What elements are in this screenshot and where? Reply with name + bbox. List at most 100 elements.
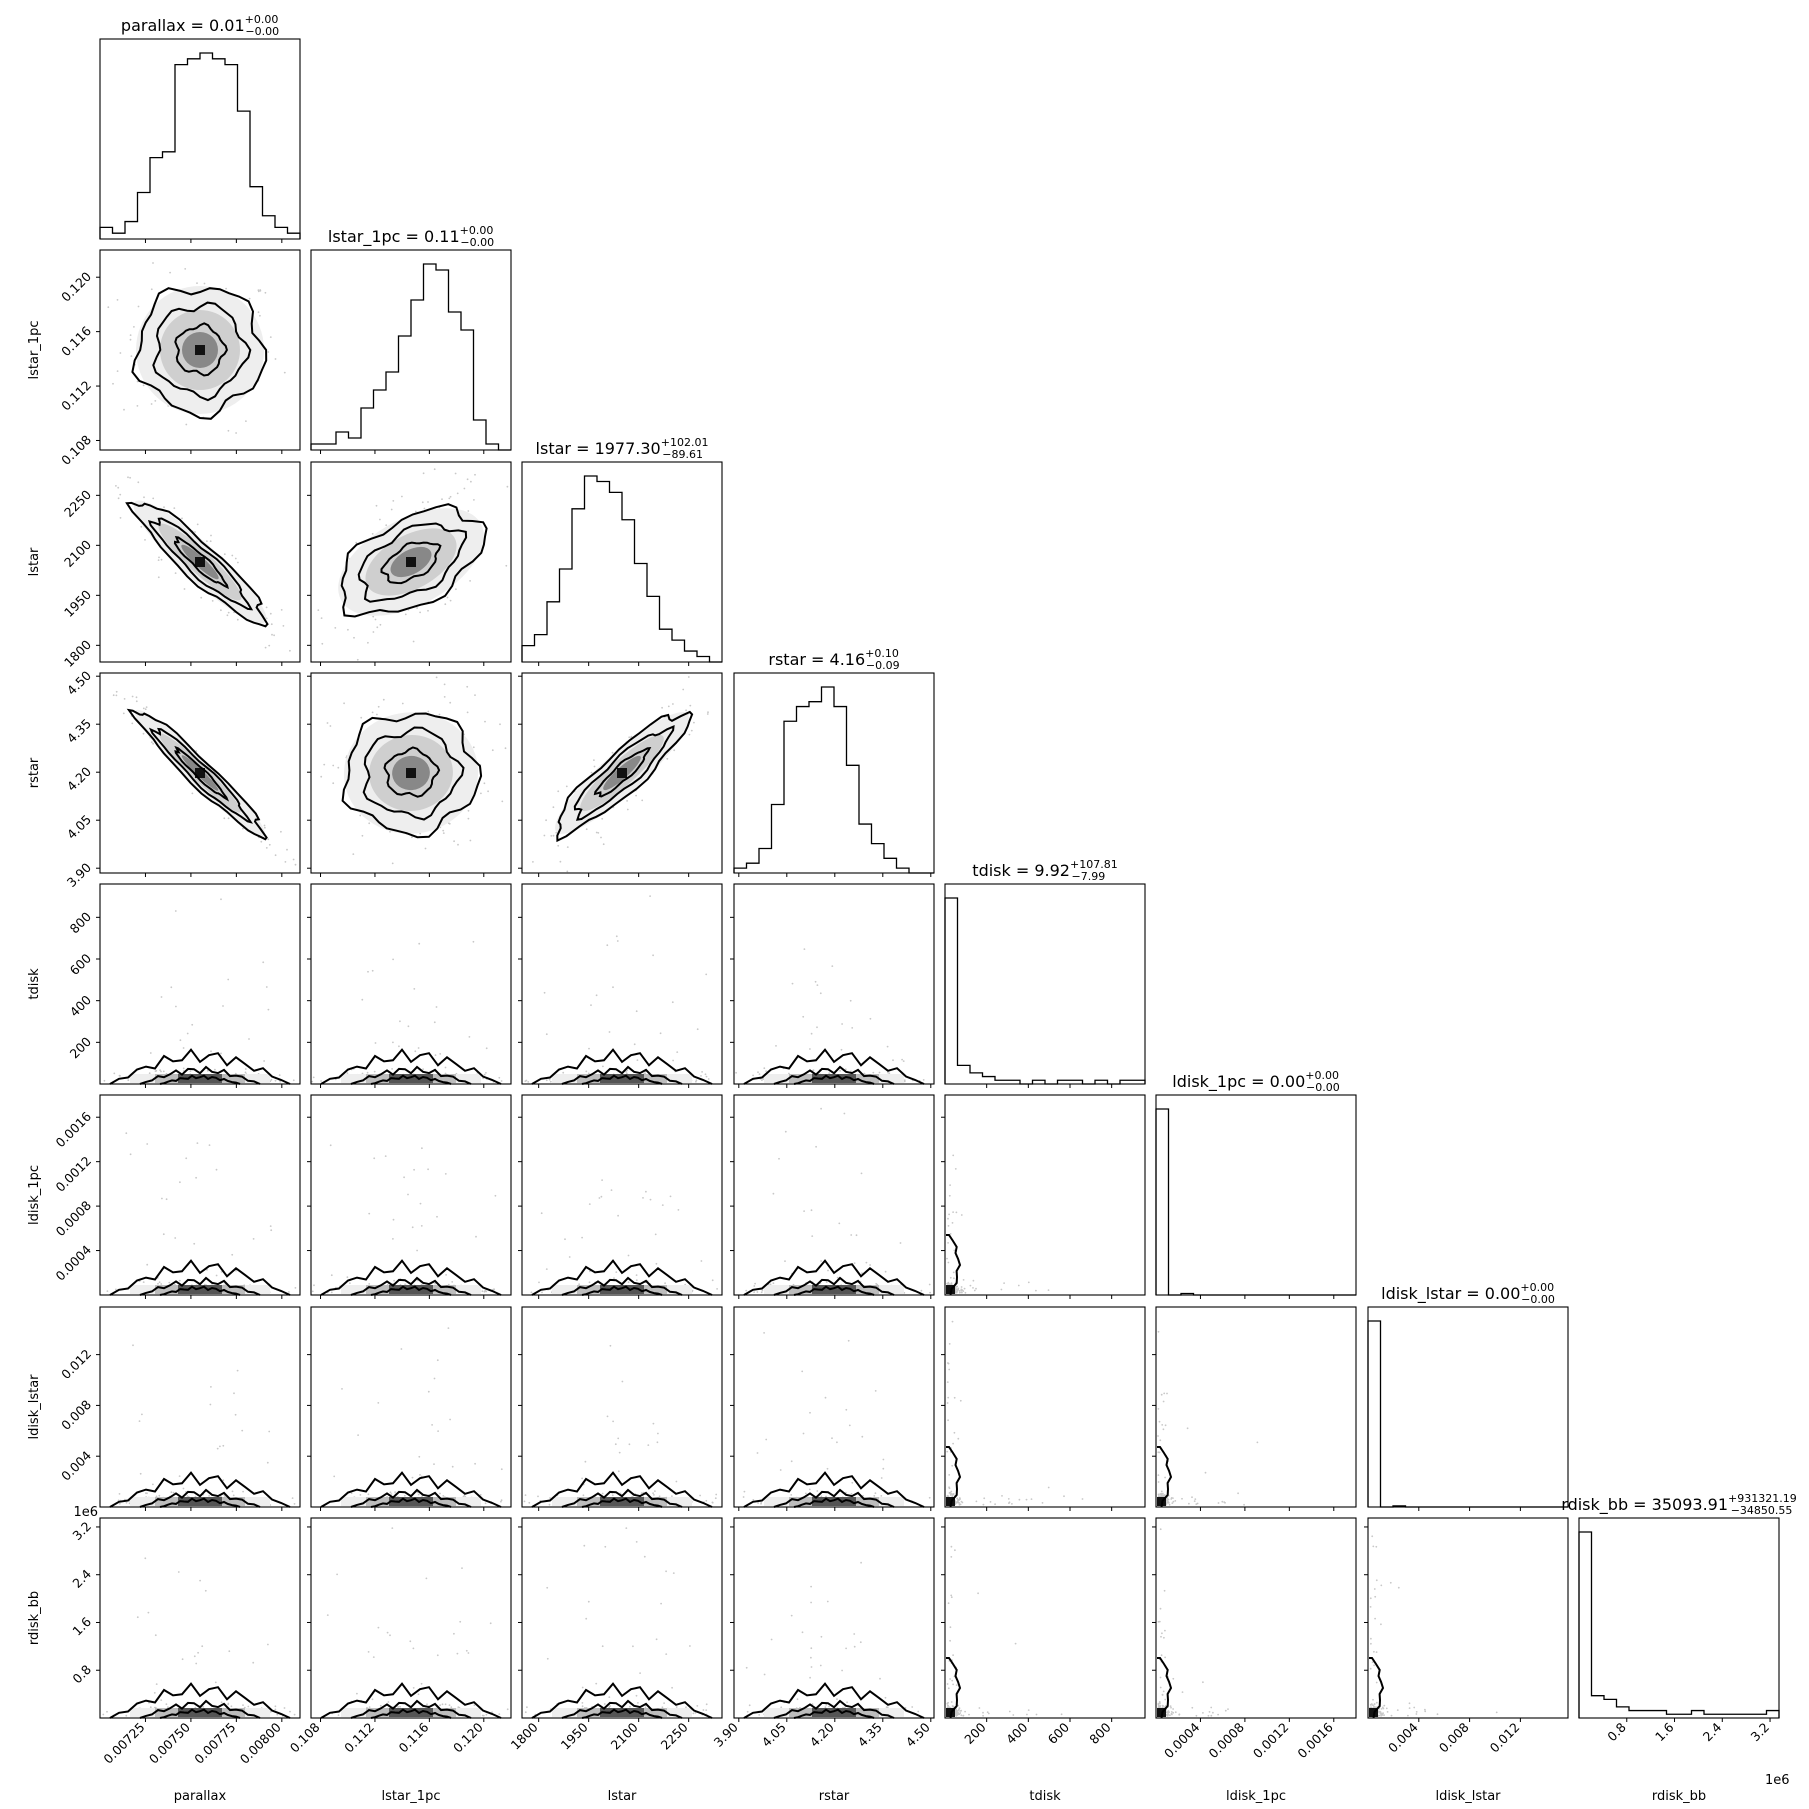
sample-point [951,1222,954,1224]
sample-point [950,1596,953,1599]
contour [340,503,488,618]
sample-point [417,1047,420,1049]
histogram-lstar [521,475,722,663]
sample-point [615,935,618,938]
sample-point [384,1155,387,1157]
sample-point [524,1711,527,1714]
sample-point [880,1477,883,1479]
sample-point [958,1502,961,1504]
sample-point [449,701,452,704]
sample-point [657,1432,659,1435]
sample-point [702,1709,705,1711]
sample-point [903,1080,906,1083]
sample-point [355,541,358,544]
sample-point [391,1068,393,1070]
sample-point [131,695,134,698]
sample-point [809,1411,811,1414]
sample-point [635,1010,638,1013]
sample-point [268,644,271,647]
sample-point [655,1262,658,1265]
sample-point [292,1079,295,1082]
sample-point [770,1638,773,1641]
sample-point [400,1348,403,1350]
sample-point [356,1692,358,1695]
sample-point [809,1676,811,1679]
sample-point [1224,1501,1226,1504]
sample-point [796,1698,799,1701]
sample-point [170,986,173,989]
axes-frame [733,672,935,874]
sample-point [185,423,188,426]
sample-point [260,840,263,843]
sample-point [386,1631,389,1634]
sample-point [1060,1713,1063,1716]
sample-points [311,940,503,1083]
sample-point [367,641,369,644]
sample-point [748,1704,751,1707]
sample-point [320,775,323,778]
panel-ldisk_lstar-vs-rstar [730,1306,935,1511]
sample-point [882,1467,885,1470]
sample-point [403,1176,405,1179]
histogram-rstar [733,686,934,874]
sample-point [1167,1501,1170,1503]
sample-point [329,1144,332,1147]
sample-point [528,1501,531,1504]
sample-point [745,1289,748,1292]
sample-point [951,1464,954,1467]
sample-point [994,1503,996,1506]
sample-point [810,1209,813,1212]
sample-point [360,716,363,719]
sample-point [214,1068,216,1071]
sample-point [200,596,203,599]
sample-point [451,1281,454,1283]
sample-point [117,486,120,489]
sample-point [505,564,508,567]
sample-point [418,1455,421,1458]
sample-point [182,1067,185,1070]
sample-point [1243,1503,1245,1506]
sample-point [142,707,145,710]
panel-ldisk_1pc-vs-ldisk_1pc [1155,1094,1357,1299]
sample-point [379,623,382,626]
sample-point [389,1491,392,1494]
sample-point [419,1474,421,1476]
sample-point [321,642,324,645]
sample-point [489,1622,492,1625]
sample-point [816,1490,819,1492]
sample-point [220,1052,222,1055]
sample-point [707,1078,710,1080]
sample-point [427,609,429,612]
sample-point [162,1233,165,1236]
sample-point [754,1282,756,1285]
sample-point [1030,1498,1033,1500]
sample-point [470,480,472,483]
sample-point [844,1068,847,1071]
sample-point [955,1684,958,1686]
sample-point [1160,1393,1163,1396]
sample-point [469,839,472,842]
sample-point [743,1490,746,1493]
sample-point [326,1614,329,1616]
sample-point [165,1198,168,1201]
sample-point [538,1281,540,1284]
sample-point [772,1192,775,1195]
sample-point [125,1714,128,1717]
histogram-ldisk_lstar [1367,1320,1568,1508]
sample-point [379,1704,382,1707]
sample-point [639,1672,641,1674]
density-bin [195,345,205,355]
sample-point [557,790,560,793]
sample-point [635,794,637,797]
sample-point [236,618,239,621]
sample-point [361,1072,364,1075]
sample-point [438,713,441,716]
sample-point [564,1238,566,1241]
sample-point [294,863,297,866]
sample-point [267,351,270,353]
sample-point [1165,1499,1168,1502]
panel-ldisk_lstar-vs-ldisk_1pc [1152,1306,1357,1511]
sample-point [337,1714,340,1716]
sample-point [654,1233,657,1236]
sample-point [269,336,272,338]
